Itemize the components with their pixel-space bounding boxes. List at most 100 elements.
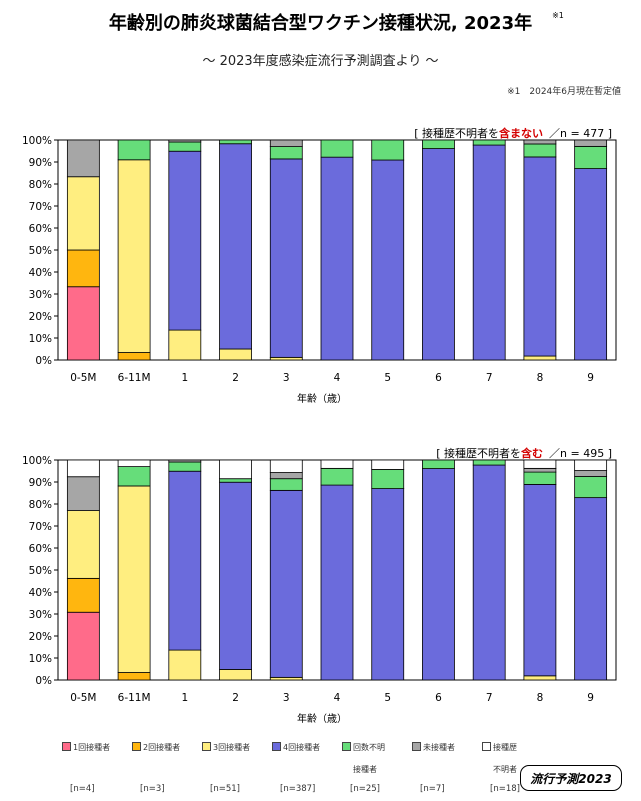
x-tick-label: 0-5M — [70, 692, 96, 704]
bar-segment — [269, 139, 303, 147]
bar-segment — [66, 176, 100, 251]
provisional-note: ※1 2024年6月現在暫定値 — [507, 87, 621, 97]
bar-segment — [66, 286, 100, 361]
x-tick-label: 9 — [587, 692, 594, 704]
y-tick-label: 60% — [29, 543, 52, 555]
chart-subtitle: ～ 2023年度感染症流行予測調査より ～ — [202, 54, 439, 69]
bar-segment — [472, 459, 506, 466]
legend-swatch — [132, 742, 141, 751]
y-tick-label: 20% — [29, 311, 52, 323]
y-tick-label: 50% — [29, 245, 52, 257]
y-tick-label: 10% — [29, 333, 52, 345]
bar-segment — [66, 139, 100, 178]
bar-segment — [168, 459, 202, 463]
bar-segment — [269, 472, 303, 480]
x-tick-label: 6-11M — [118, 372, 151, 384]
title-footnote: ※1 — [552, 11, 564, 20]
bar-segment — [320, 139, 354, 158]
x-tick-label: 3 — [283, 692, 290, 704]
bar-segment — [574, 470, 608, 477]
bar-segment — [523, 484, 557, 677]
bar-segment — [117, 459, 151, 467]
bar-segment — [219, 348, 252, 361]
bar-segment — [472, 464, 506, 681]
x-tick-label: 0-5M — [70, 372, 96, 384]
bar-segment — [371, 469, 405, 489]
bar-segment — [574, 139, 608, 147]
bar-segment — [168, 461, 202, 472]
logo: 流行予測2023 — [520, 765, 622, 791]
x-tick-label: 8 — [537, 372, 544, 384]
legend-swatch — [412, 742, 421, 751]
x-tick-label: 1 — [181, 372, 188, 384]
sample-annotation: [ 接種歴不明者を含まない ／n = 477 ] — [414, 126, 612, 140]
bar-segment — [371, 488, 405, 681]
x-axis-label: 年齢（歳） — [297, 392, 347, 405]
y-tick-label: 10% — [29, 653, 52, 665]
legend-count: [n=25] — [350, 784, 380, 794]
x-tick-label: 8 — [537, 692, 544, 704]
legend-item-dose-unknown: 回数不明 接種者 [n=25] — [342, 742, 412, 794]
bar-segment — [117, 485, 151, 673]
y-tick-label: 40% — [29, 267, 52, 279]
bar-segment — [371, 139, 405, 161]
chart-title: 年齢別の肺炎球菌結合型ワクチン接種状況, 2023年 ※1 — [108, 11, 564, 34]
x-tick-label: 4 — [334, 692, 341, 704]
bar-segment — [422, 459, 455, 469]
x-tick-label: 5 — [384, 372, 391, 384]
bar-segment — [66, 249, 100, 288]
sample-annotation: [ 接種歴不明者を含む ／n = 495 ] — [436, 446, 612, 460]
bar-segment — [523, 471, 557, 485]
y-tick-label: 70% — [29, 521, 52, 533]
legend-item-dose1: 1回接種者 [n=4] — [62, 742, 132, 794]
x-tick-label: 9 — [587, 372, 594, 384]
bar-segment — [574, 168, 608, 361]
y-tick-label: 70% — [29, 201, 52, 213]
legend-count: [n=4] — [70, 784, 95, 794]
x-tick-label: 5 — [384, 692, 391, 704]
x-tick-label: 6 — [435, 692, 442, 704]
bar-segment — [523, 467, 557, 473]
bar-segment — [168, 141, 202, 152]
y-tick-label: 20% — [29, 631, 52, 643]
legend-swatch — [342, 742, 351, 751]
bar-segment — [219, 143, 252, 350]
legend-swatch — [202, 742, 211, 751]
bar-segment — [219, 481, 252, 670]
bar-segment — [168, 139, 202, 143]
x-tick-label: 7 — [486, 692, 493, 704]
y-tick-label: 90% — [29, 157, 52, 169]
legend-item-dose2: 2回接種者 [n=3] — [132, 742, 202, 794]
bar-segment — [371, 159, 405, 361]
x-tick-label: 3 — [283, 372, 290, 384]
legend-swatch — [272, 742, 281, 751]
y-tick-label: 0% — [35, 675, 52, 687]
bar-segment — [422, 148, 455, 361]
bar-segment — [523, 139, 557, 145]
x-tick-label: 6-11M — [118, 692, 151, 704]
bar-segment — [269, 478, 303, 491]
y-tick-label: 50% — [29, 565, 52, 577]
bar-segment — [574, 476, 608, 499]
legend-item-history-unknown: 接種歴 不明者 [n=18] — [482, 742, 552, 794]
chart-excluding-unknown: 0% 10% 20% 30% 40% 50% 60% 70% 80% 90% 100% 0-5M 6-1… — [22, 126, 617, 405]
bar-segment — [320, 467, 354, 486]
bar-segment — [117, 159, 151, 353]
x-tick-label: 6 — [435, 372, 442, 384]
bar-segment — [472, 144, 506, 361]
bar-segment — [66, 577, 100, 613]
bar-segment — [66, 510, 100, 579]
bar-segment — [523, 156, 557, 357]
bar-segment — [320, 459, 354, 469]
legend-count: [n=18] — [490, 784, 520, 794]
bar-segment — [422, 468, 455, 681]
x-tick-label: 2 — [232, 372, 239, 384]
bar-segment — [219, 669, 252, 681]
y-tick-label: 100% — [22, 455, 52, 467]
y-tick-label: 40% — [29, 587, 52, 599]
bar-segment — [219, 459, 252, 480]
bar-segment — [523, 459, 557, 469]
bar-segment — [168, 150, 202, 331]
bar-segment — [168, 470, 202, 651]
bar-segment — [117, 466, 151, 487]
